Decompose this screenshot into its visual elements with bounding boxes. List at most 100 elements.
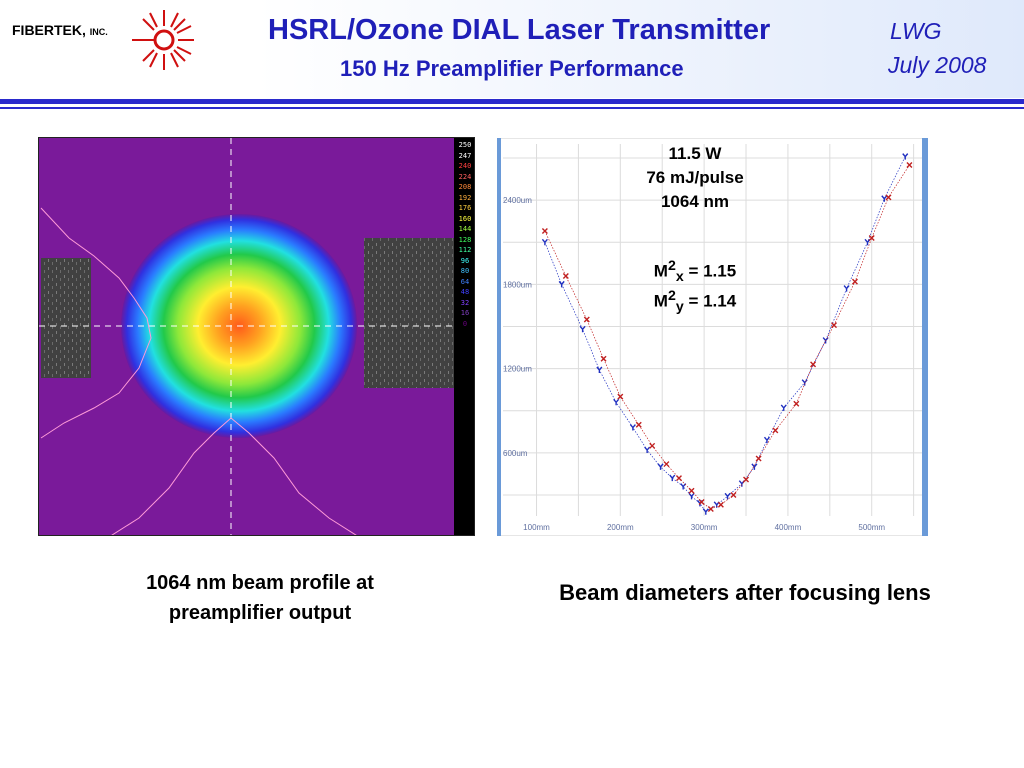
scale-label: 112 — [458, 246, 472, 254]
m2x-sup: 2 — [667, 258, 676, 274]
scale-label: 64 — [460, 277, 470, 286]
page-subtitle: 150 Hz Preamplifier Performance — [340, 56, 684, 81]
m2x-sub: x — [675, 269, 684, 286]
scale-label: 48 — [460, 288, 470, 296]
data-point-x — [743, 476, 750, 483]
data-point-y — [843, 285, 850, 292]
data-point-x — [675, 475, 682, 482]
annotation-power: 11.5 W — [668, 144, 722, 163]
m2x-label: M2x = 1.15 — [630, 258, 760, 285]
scale-label: 128 — [458, 235, 472, 244]
y-tick-label: 600um — [503, 449, 528, 458]
data-point-x — [755, 455, 762, 462]
scale-label: 96 — [460, 256, 470, 265]
beam-diameter-chart: 100mm 200mm 300mm 400mm 500mm 600um 1200um 1800… — [497, 138, 928, 536]
data-point-x — [707, 505, 714, 512]
chart-left-edge — [497, 138, 501, 536]
beam-profile-image: 250 247 240 224 208 192 176 160 144 128 112 96 80 64 4… — [38, 137, 475, 536]
m2y-sub: y — [675, 299, 684, 316]
m2x-value: = 1.15 — [683, 261, 737, 281]
data-point-y — [669, 474, 676, 482]
scale-label: 32 — [460, 298, 470, 307]
m2y-symbol: M — [653, 291, 668, 311]
data-point-x — [698, 498, 705, 505]
scale-label: 247 — [458, 151, 472, 160]
title-banner — [0, 0, 1024, 98]
x-tick-label: 400mm — [775, 523, 802, 532]
data-point-x — [617, 393, 624, 400]
scale-label: 208 — [458, 183, 472, 191]
y-tick-label: 2400um — [503, 196, 532, 205]
data-point-y — [881, 195, 888, 202]
data-point-x — [649, 442, 656, 449]
chart-caption: Beam diameters after focusing lens — [559, 580, 931, 605]
m2y-sup: 2 — [667, 288, 676, 304]
chart-right-edge — [922, 138, 928, 536]
data-point-y — [558, 280, 565, 288]
data-point-x — [906, 162, 913, 169]
data-point-y — [644, 446, 651, 454]
beam-profile-caption-line1: 1064 nm beam profile at — [146, 572, 374, 594]
x-tick-label: 200mm — [607, 523, 634, 532]
header-divider-thin — [0, 107, 1024, 109]
scale-label: 16 — [460, 309, 470, 317]
data-point-x — [868, 235, 875, 242]
date-label: July 2008 — [888, 52, 987, 78]
sunburst-logo-icon — [132, 10, 194, 70]
author-label: LWG — [890, 18, 942, 44]
data-point-y — [596, 366, 603, 374]
scale-label: 80 — [460, 267, 470, 275]
series-line — [544, 164, 910, 510]
m2y-label: M2y = 1.14 — [630, 288, 760, 315]
scale-label: 144 — [458, 225, 472, 233]
x-tick-label: 100mm — [523, 523, 550, 532]
data-point-y — [902, 153, 909, 160]
data-point-x — [562, 272, 569, 279]
data-point-y — [763, 436, 771, 444]
data-point-x — [717, 501, 724, 508]
header-divider — [0, 99, 1024, 104]
data-point-y — [751, 463, 758, 470]
scale-label: 160 — [458, 214, 472, 223]
m2x-symbol: M — [653, 261, 668, 281]
data-point-x — [583, 316, 590, 323]
data-point-x — [831, 322, 838, 329]
data-point-x — [541, 228, 548, 235]
data-point-x — [851, 278, 858, 285]
beam-profile-plot — [39, 138, 474, 535]
data-point-y — [657, 463, 664, 470]
data-point-x — [663, 461, 670, 468]
data-point-x — [635, 421, 642, 428]
y-tick-label: 1200um — [503, 365, 532, 374]
data-point-x — [600, 355, 607, 362]
data-point-x — [772, 427, 779, 434]
logo-name: FIBERTEK, — [12, 22, 86, 38]
data-point-y — [629, 424, 636, 431]
data-point-x — [688, 487, 695, 494]
scale-label: 250 — [458, 141, 472, 149]
data-point-x — [885, 194, 892, 201]
data-point-x — [730, 491, 737, 498]
chart-annotation: 11.5 W 76 mJ/pulse 1064 nm — [620, 142, 770, 214]
data-point-x — [810, 361, 817, 368]
beam-profile-caption-line2: preamplifier output — [168, 602, 352, 624]
data-point-y — [541, 238, 548, 246]
data-point-y — [780, 404, 787, 411]
data-point-y — [724, 492, 731, 500]
annotation-wavelength: 1064 nm — [660, 192, 730, 211]
data-point-y — [613, 398, 620, 406]
x-tick-label: 300mm — [691, 523, 718, 532]
data-point-y — [680, 483, 687, 490]
x-tick-label: 500mm — [858, 523, 885, 532]
color-scale: 250 247 240 224 208 192 176 160 144 128 112 96 80 64 4… — [455, 140, 474, 329]
page-title: HSRL/Ozone DIAL Laser Transmitter — [268, 14, 771, 46]
data-point-y — [688, 492, 695, 500]
y-tick-label: 1800um — [503, 280, 532, 289]
scale-label: 192 — [458, 193, 472, 202]
scale-label: 240 — [458, 162, 472, 170]
beam-profile-caption: 1064 nm beam profile at preamplifier out… — [90, 568, 430, 628]
data-point-y — [702, 508, 709, 515]
scale-label: 224 — [458, 172, 472, 181]
annotation-energy: 76 mJ/pulse — [646, 168, 744, 187]
chart-background — [497, 138, 928, 536]
